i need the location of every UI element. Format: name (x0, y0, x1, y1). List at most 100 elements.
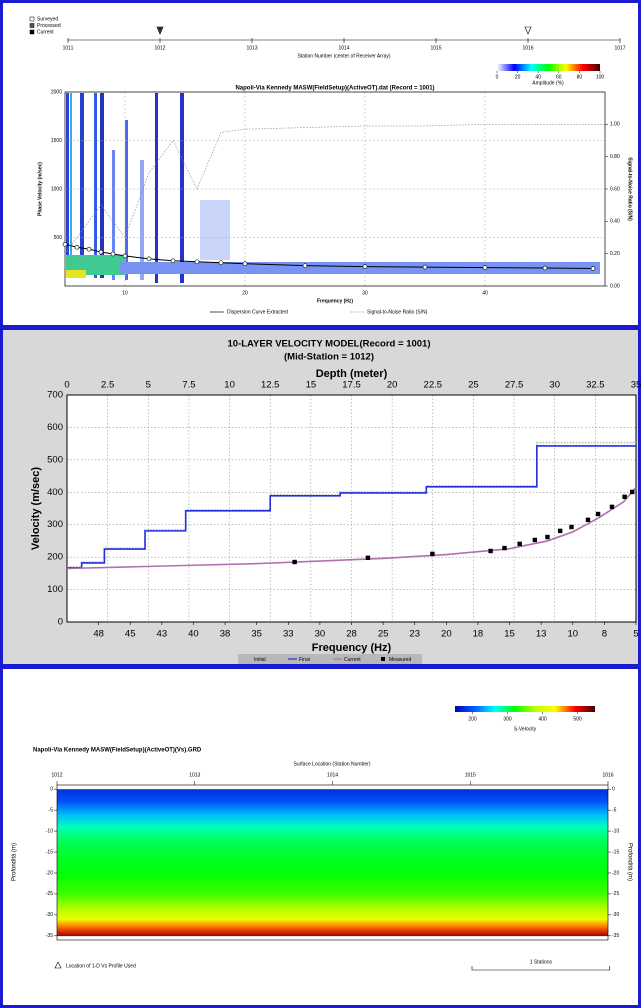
x-tick-label: 25 (468, 380, 479, 391)
x-tick-label: 27.5 (505, 380, 524, 391)
x2-tick-label: 48 (93, 629, 104, 640)
model-title: 10-LAYER VELOCITY MODEL(Record = 1001) (228, 339, 431, 350)
legend-label: Dispersion Curve Extracted (227, 309, 288, 315)
y-tick-label: -20 (612, 870, 619, 876)
colorbar-tick-label: 200 (468, 716, 477, 722)
dispersion-point (170, 258, 176, 264)
x-axis-label: Frequency (Hz) (317, 298, 353, 304)
measured-point (569, 524, 574, 530)
dispersion-point (482, 265, 488, 270)
velocity-band (57, 801, 608, 815)
dispersion-point (362, 264, 368, 269)
colorbar-tick-label: 80 (577, 74, 583, 80)
x2-tick-label: 5 (633, 629, 638, 640)
y-tick-label: -35 (46, 933, 53, 939)
chart-title: Napoli-Via Kennedy MASW(FieldSetup)(Acti… (235, 86, 434, 92)
y-tick-label: 0 (50, 787, 53, 793)
surveyed-station (524, 26, 532, 35)
y-tick-label: -30 (46, 912, 53, 918)
y-tick-label: 1000 (51, 186, 62, 192)
colorbar-tick-label: 0 (496, 74, 499, 80)
dispersion-point (218, 260, 224, 266)
measured-point (557, 528, 563, 534)
y-axis-label: Profondità (m) (12, 843, 18, 881)
x-tick-label: 30 (549, 380, 560, 391)
measured-point (630, 489, 635, 495)
velocity-band (57, 893, 608, 907)
x-tick-label: 5 (146, 380, 151, 391)
legend-symbol (29, 16, 35, 22)
measured-point (585, 517, 591, 523)
measured-point (609, 504, 615, 510)
dispersion-point (242, 261, 248, 266)
station-tick-label: 1011 (63, 45, 74, 51)
legend-label: Current (344, 657, 361, 663)
y-tick-label: -20 (46, 870, 53, 876)
x2-tick-label: 35 (251, 629, 262, 640)
x2-tick-label: 40 (188, 629, 199, 640)
x-tick-label: 1016 (602, 772, 613, 778)
y-tick-label: 0 (612, 787, 615, 793)
y2-tick-label: 0.80 (610, 154, 620, 160)
x-tick-label: 10 (224, 380, 235, 391)
profile-symbol (54, 961, 62, 969)
dispersion-point (74, 244, 80, 250)
x-tick-label: 17.5 (342, 380, 361, 391)
y-tick-label: -35 (612, 933, 619, 939)
x2-tick-label: 13 (536, 629, 547, 640)
colorbar-label: S-Velocity (514, 726, 537, 732)
dispersion-point (422, 264, 428, 270)
legend-label: Signal-to-Noise Ratio (S/N) (367, 309, 428, 315)
x-tick-label: 1014 (327, 772, 338, 778)
colorbar-tick-label: 100 (596, 74, 605, 80)
x2-tick-label: 25 (378, 629, 389, 640)
model-subtitle: (Mid-Station = 1012) (284, 352, 374, 363)
x2-tick-label: 18 (473, 629, 484, 640)
x2-tick-label: 10 (567, 629, 578, 640)
image-streak (125, 120, 128, 280)
y-tick-label: -10 (612, 828, 619, 834)
velocity-band (57, 789, 608, 803)
x-tick-label: 1015 (465, 772, 476, 778)
y-tick-label: 100 (47, 584, 63, 595)
station-axis-label: Station Number (center of Receiver Array… (297, 53, 390, 59)
colorbar-label: Amplitude (%) (532, 80, 564, 86)
y-axis-label: Profondità (m) (626, 843, 632, 881)
velocity-band (57, 872, 608, 895)
y-tick-label: -5 (49, 807, 54, 813)
station-tick-label: 1017 (614, 45, 625, 51)
y-tick-label: 1500 (51, 138, 62, 144)
series-line (64, 123, 605, 254)
measured-point (365, 555, 371, 560)
legend-symbol (29, 23, 35, 28)
y-axis-label: Velocity (m/sec) (30, 467, 42, 550)
y-tick-label: -5 (612, 807, 617, 813)
x2-tick-label: 15 (504, 629, 515, 640)
measured-point (622, 494, 627, 500)
velocity-band (57, 852, 608, 874)
x-tick-label: 30 (362, 290, 368, 296)
velocity-band (57, 839, 608, 853)
colorbar (455, 706, 595, 712)
colorbar-tick-label: 60 (556, 74, 562, 80)
image-streak (180, 93, 184, 283)
x-tick-label: 20 (242, 290, 248, 296)
x2-tick-label: 45 (125, 629, 136, 640)
measured-point (292, 559, 297, 565)
y2-tick-label: 0.60 (610, 186, 620, 192)
legend-label: Measured (389, 657, 411, 663)
x2-tick-label: 23 (409, 629, 420, 640)
y-tick-label: 0 (58, 617, 63, 628)
y-tick-label: 500 (54, 235, 63, 241)
legend-label: Final (299, 657, 310, 663)
measured-point (532, 537, 538, 543)
x-tick-label: 2.5 (101, 380, 114, 391)
legend-label: Current (37, 29, 54, 35)
image-streak (70, 93, 72, 273)
x-tick-label: 40 (482, 290, 488, 296)
colorbar-tick-label: 40 (535, 74, 541, 80)
colorbar-tick-label: 500 (573, 716, 582, 722)
x-tick-label: 1012 (51, 772, 62, 778)
colorbar (497, 64, 600, 71)
